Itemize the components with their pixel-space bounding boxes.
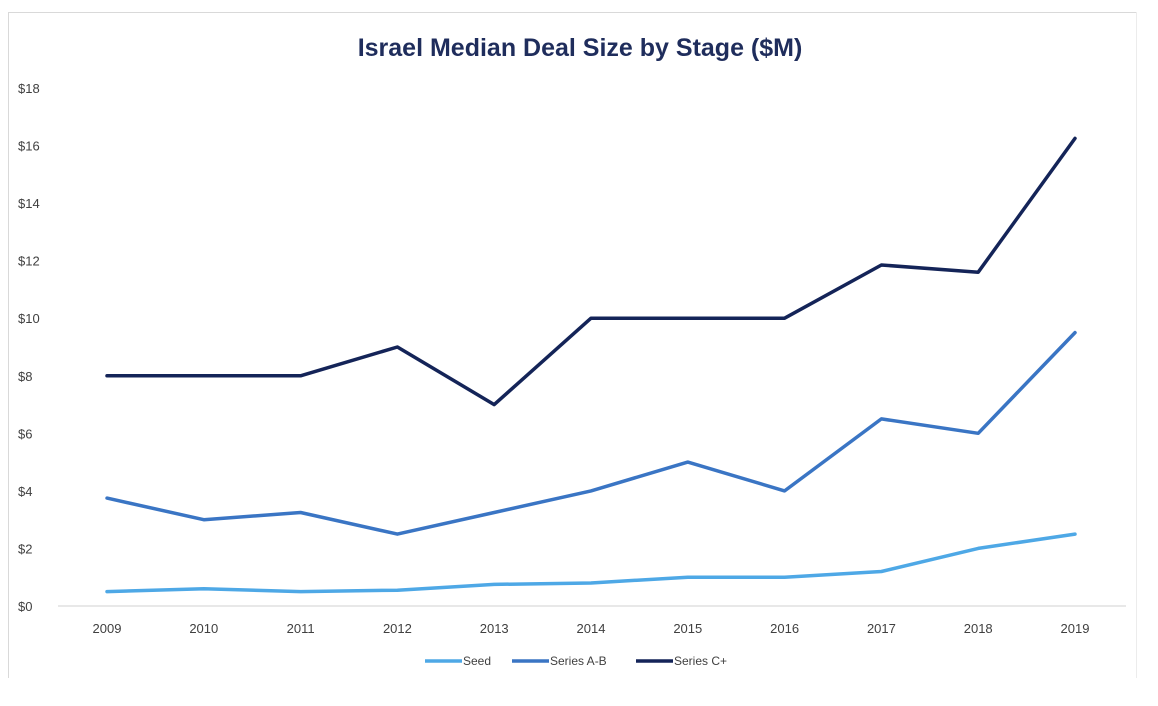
legend: Seed Series A-B Series C+ xyxy=(425,654,727,668)
x-tick-label: 2013 xyxy=(480,621,509,636)
y-tick-label: $0 xyxy=(18,599,32,614)
x-axis: 2009 2010 2011 2012 2013 2014 2015 2016 2017 2018… xyxy=(58,605,1126,636)
legend-label-seed: Seed xyxy=(463,654,491,668)
legend-label-series-a-b: Series A-B xyxy=(550,654,607,668)
chart-frame xyxy=(8,12,1136,678)
y-tick-label: $2 xyxy=(18,541,32,556)
y-tick-label: $10 xyxy=(18,311,40,326)
legend-label-series-c-: Series C+ xyxy=(674,654,727,668)
y-axis: $0 $2 $4 $6 $8 $10 $12 $14 $16 $18 xyxy=(18,81,40,614)
x-tick-label: 2014 xyxy=(577,621,606,636)
y-tick-label: $6 xyxy=(18,426,32,441)
x-tick-label: 2012 xyxy=(383,621,412,636)
y-tick-label: $12 xyxy=(18,254,40,269)
x-tick-label: 2010 xyxy=(189,621,218,636)
chart-title: Israel Median Deal Size by Stage ($M) xyxy=(358,34,803,62)
series-line-series-a-b xyxy=(105,330,1077,536)
y-tick-label: $4 xyxy=(18,484,32,499)
series-line-series-c- xyxy=(105,136,1077,407)
series-line-seed xyxy=(105,532,1077,594)
y-tick-label: $8 xyxy=(18,369,32,384)
y-tick-label: $14 xyxy=(18,196,40,211)
y-tick-label: $18 xyxy=(18,81,40,96)
x-tick-label: 2016 xyxy=(770,621,799,636)
x-tick-label: 2017 xyxy=(867,621,896,636)
y-tick-label: $16 xyxy=(18,139,40,154)
x-tick-label: 2015 xyxy=(673,621,702,636)
x-tick-label: 2009 xyxy=(93,621,122,636)
series-lines xyxy=(105,136,1077,594)
x-tick-label: 2011 xyxy=(287,621,315,636)
chart-frame-edge xyxy=(1136,12,1137,678)
x-tick-label: 2019 xyxy=(1061,621,1090,636)
x-tick-label: 2018 xyxy=(964,621,993,636)
